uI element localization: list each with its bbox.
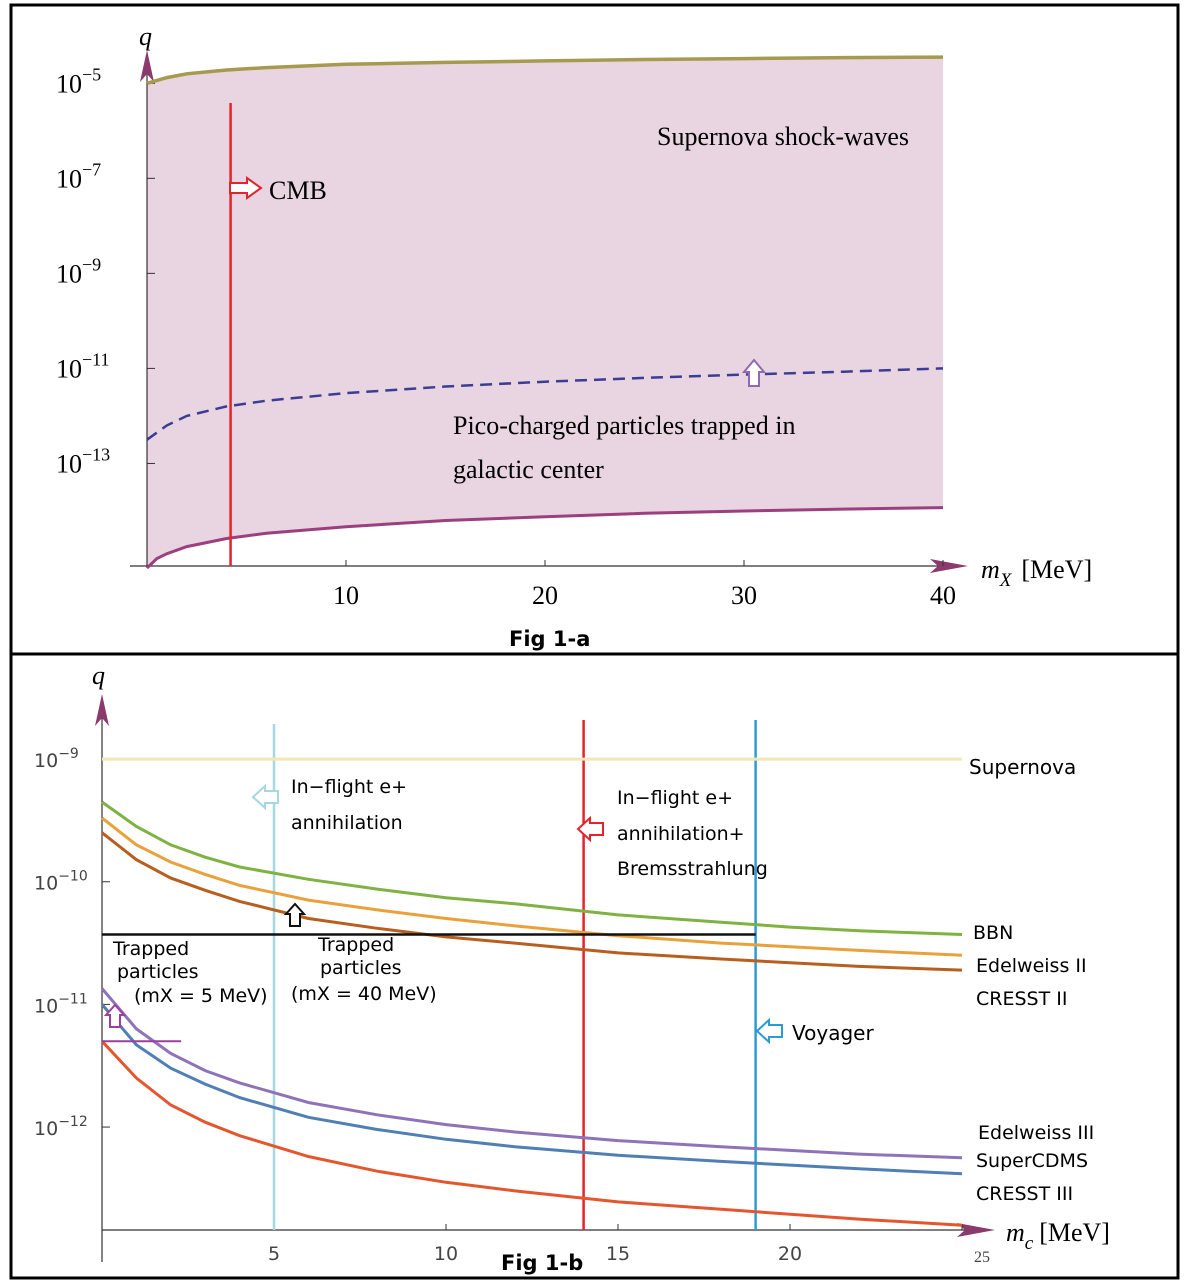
fig-1b-y-tick-label-0: 10−9 xyxy=(34,746,79,772)
outer-border xyxy=(9,3,1180,1280)
fig-1b-label-trapped40-1: Trapped xyxy=(317,934,394,956)
fig-1b-y-tick-label-3: 10−12 xyxy=(34,1114,88,1140)
fig-1b-y-label: q xyxy=(92,661,105,690)
fig-1b-label-trapped5-1: Trapped xyxy=(112,938,189,960)
fig-1b-series-supercdms xyxy=(100,1003,963,1176)
fig-1b-series-bbn xyxy=(101,800,963,936)
fig-1a-pico-arrow-up-icon xyxy=(741,358,767,387)
fig-1b-x-tick-label-2: 15 xyxy=(606,1243,630,1265)
fig-1a-y-tick-label-0: 10−5 xyxy=(56,64,101,98)
fig-1b-series xyxy=(100,757,963,1227)
fig-1b-label-cresst2: CRESST II xyxy=(976,988,1067,1010)
fig-1a-allowed-region xyxy=(147,57,943,568)
fig-1a-x-label: mX [MeV] xyxy=(981,555,1092,591)
fig-1b-series-cresst-ii xyxy=(101,831,963,972)
fig-1a-x-ticks: 10 20 30 40 xyxy=(333,560,956,610)
fig-1a-label-supernova: Supernova shock-waves xyxy=(657,122,909,151)
fig-1a-x-label-sub: X xyxy=(999,570,1013,591)
fig-1b-x-tick-label-3: 20 xyxy=(778,1243,802,1265)
fig-1a-chart: 10−5 10−7 10−9 10−11 10−13 10 20 30 40 q mX [MeV… xyxy=(56,22,1092,651)
fig-1b-label-trapped5-3: (mX = 5 MeV) xyxy=(134,985,268,1007)
fig-1b-series-edelweiss-iii xyxy=(100,987,963,1160)
fig-1a-y-arrow-icon xyxy=(140,50,154,82)
fig-1a-x-tick-label-1: 20 xyxy=(532,581,558,610)
fig-1b-label-supercdms: SuperCDMS xyxy=(976,1150,1088,1172)
fig-1a-y-axis xyxy=(140,50,154,568)
fig-1b-series-cresst-iii xyxy=(100,1040,963,1227)
fig-1b-voyager-arrow-icon xyxy=(755,1017,783,1045)
fig-1a-y-tick-label-3: 10−11 xyxy=(56,349,109,383)
fig-1b-label-voyager: Voyager xyxy=(792,1021,874,1045)
fig-1b-series-edelweiss-ii xyxy=(101,816,963,957)
fig-1b-label-inflight2-3: Bremsstrahlung xyxy=(617,858,768,880)
fig-1b-bremsstrahlung-arrow-icon xyxy=(576,815,604,843)
fig-1b-x-arrow-icon xyxy=(957,1223,995,1237)
fig-1b-y-tick-label-1: 10−10 xyxy=(34,869,88,895)
fig-1b-y-tick-label-2: 10−11 xyxy=(34,991,88,1017)
fig-1b-label-edelweiss3: Edelweiss III xyxy=(978,1122,1094,1144)
fig-1b-label-trapped40-3: (mX = 40 MeV) xyxy=(291,983,437,1005)
fig-1a-label-cmb: CMB xyxy=(269,176,327,205)
fig-1a-label-pico-2: galactic center xyxy=(453,455,604,484)
fig-1b-label-inflight1-2: annihilation xyxy=(291,812,403,834)
fig-1a-x-tick-label-3: 40 xyxy=(930,581,956,610)
fig-1a-x-arrow-icon xyxy=(930,559,968,573)
fig-1a-lower-curve xyxy=(145,506,944,570)
fig-1b-label-inflight2-2: annihilation+ xyxy=(617,823,745,845)
fig-1b-label-cresst3: CRESST III xyxy=(976,1183,1073,1205)
fig-1b-trapped5-arrow-icon xyxy=(103,1003,127,1028)
fig-1a-x-label-m: m xyxy=(981,555,1000,584)
fig-1b-inflight-arrow-icon xyxy=(251,783,279,811)
fig-1b-x-tick-label-4: 25 xyxy=(974,1249,990,1266)
fig-1b-y-arrow-icon xyxy=(95,694,109,726)
fig-1b-x-axis xyxy=(102,1223,995,1237)
fig-1a-x-tick-label-2: 30 xyxy=(731,581,757,610)
fig-1a-y-tick-label-2: 10−9 xyxy=(56,254,101,288)
fig-1b-y-axis xyxy=(95,694,109,1262)
fig-1b-x-label: mc [MeV] xyxy=(1006,1218,1110,1254)
fig-1b-x-tick-label-1: 10 xyxy=(434,1243,458,1265)
fig-1a-cmb-arrow-icon xyxy=(229,176,263,200)
fig-1b-horizontal-lines xyxy=(102,933,756,1043)
fig-1a-y-tick-label-1: 10−7 xyxy=(56,159,101,193)
fig-1b-label-bbn: BBN xyxy=(973,922,1013,944)
fig-1a-caption: Fig 1-a xyxy=(509,627,590,651)
fig-1a-label-pico-1: Pico-charged particles trapped in xyxy=(453,411,795,440)
fig-1a-x-label-unit: [MeV] xyxy=(1021,555,1092,584)
fig-1b-label-trapped40-2: particles xyxy=(320,957,402,979)
fig-1b-x-ticks: 5 10 15 20 25 xyxy=(268,1224,990,1266)
fig-1a-x-tick-label-0: 10 xyxy=(333,581,359,610)
fig-1b-x-tick-label-0: 5 xyxy=(268,1243,280,1265)
fig-1b-label-supernova: Supernova xyxy=(969,755,1076,779)
fig-1b-x-label-sub: c xyxy=(1025,1233,1034,1254)
fig-1a-supernova-curve xyxy=(146,55,944,85)
fig-1b-label-edelweiss2: Edelweiss II xyxy=(976,955,1087,977)
fig-1a-pico-charged-curve xyxy=(146,367,944,441)
fig-1a-y-ticks: 10−5 10−7 10−9 10−11 10−13 xyxy=(56,64,155,478)
fig-1b-caption: Fig 1-b xyxy=(501,1251,583,1275)
fig-1b-label-inflight1-1: In−flight e+ xyxy=(291,776,407,798)
fig-1a-x-axis xyxy=(130,559,968,573)
fig-1b-x-label-m: m xyxy=(1006,1218,1025,1247)
fig-1b-label-trapped5-2: particles xyxy=(117,961,199,983)
fig-1b-x-label-unit: [MeV] xyxy=(1039,1218,1110,1247)
fig-1a-y-tick-label-4: 10−13 xyxy=(56,444,110,478)
fig-1b-label-inflight2-1: In−flight e+ xyxy=(617,787,733,809)
fig-1b-y-ticks: 10−9 10−10 10−11 10−12 xyxy=(34,746,110,1140)
fig-1b-trapped40-arrow-icon xyxy=(283,902,307,927)
fig-1a-y-label: q xyxy=(139,22,152,51)
